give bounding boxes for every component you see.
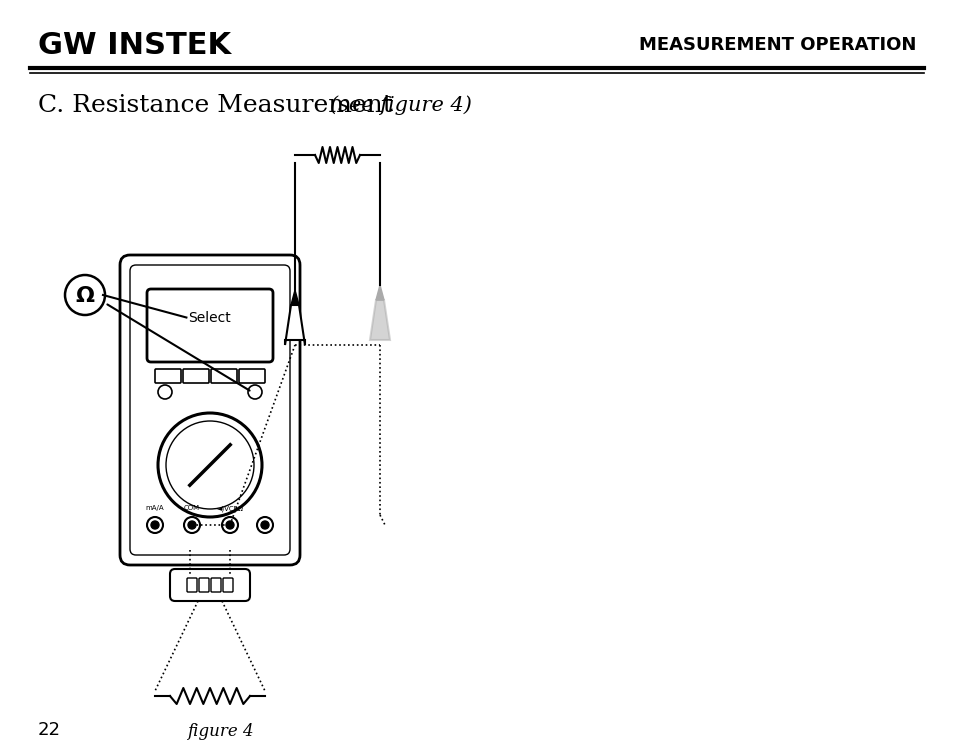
FancyBboxPatch shape <box>223 578 233 592</box>
FancyBboxPatch shape <box>239 369 265 383</box>
Text: Select: Select <box>189 310 232 324</box>
Circle shape <box>151 521 159 529</box>
Circle shape <box>256 517 273 533</box>
FancyBboxPatch shape <box>187 578 196 592</box>
Text: C. Resistance Measurement: C. Resistance Measurement <box>38 94 393 116</box>
Circle shape <box>65 275 105 315</box>
FancyBboxPatch shape <box>183 369 209 383</box>
Circle shape <box>158 385 172 399</box>
Circle shape <box>248 385 262 399</box>
Circle shape <box>222 517 237 533</box>
Circle shape <box>147 517 163 533</box>
FancyBboxPatch shape <box>211 578 221 592</box>
FancyBboxPatch shape <box>199 578 209 592</box>
FancyBboxPatch shape <box>120 255 299 565</box>
Text: ◄)VCFΩ: ◄)VCFΩ <box>216 505 243 511</box>
Circle shape <box>158 413 262 517</box>
FancyBboxPatch shape <box>211 369 236 383</box>
FancyBboxPatch shape <box>154 369 181 383</box>
FancyBboxPatch shape <box>170 569 250 601</box>
Text: COM: COM <box>184 505 200 511</box>
Circle shape <box>226 521 233 529</box>
Text: (see figure 4): (see figure 4) <box>330 95 472 115</box>
Polygon shape <box>291 290 298 305</box>
Circle shape <box>184 517 200 533</box>
Polygon shape <box>370 300 390 340</box>
Text: GW INSTEK: GW INSTEK <box>38 31 231 59</box>
Text: mA/A: mA/A <box>146 505 164 511</box>
FancyBboxPatch shape <box>147 289 273 362</box>
Polygon shape <box>375 285 384 300</box>
Circle shape <box>188 521 195 529</box>
Circle shape <box>261 521 269 529</box>
Text: 22: 22 <box>38 721 61 739</box>
Text: figure 4: figure 4 <box>187 722 253 740</box>
Text: MEASUREMENT OPERATION: MEASUREMENT OPERATION <box>638 36 915 54</box>
Text: Ω: Ω <box>75 286 94 306</box>
Polygon shape <box>285 305 305 345</box>
